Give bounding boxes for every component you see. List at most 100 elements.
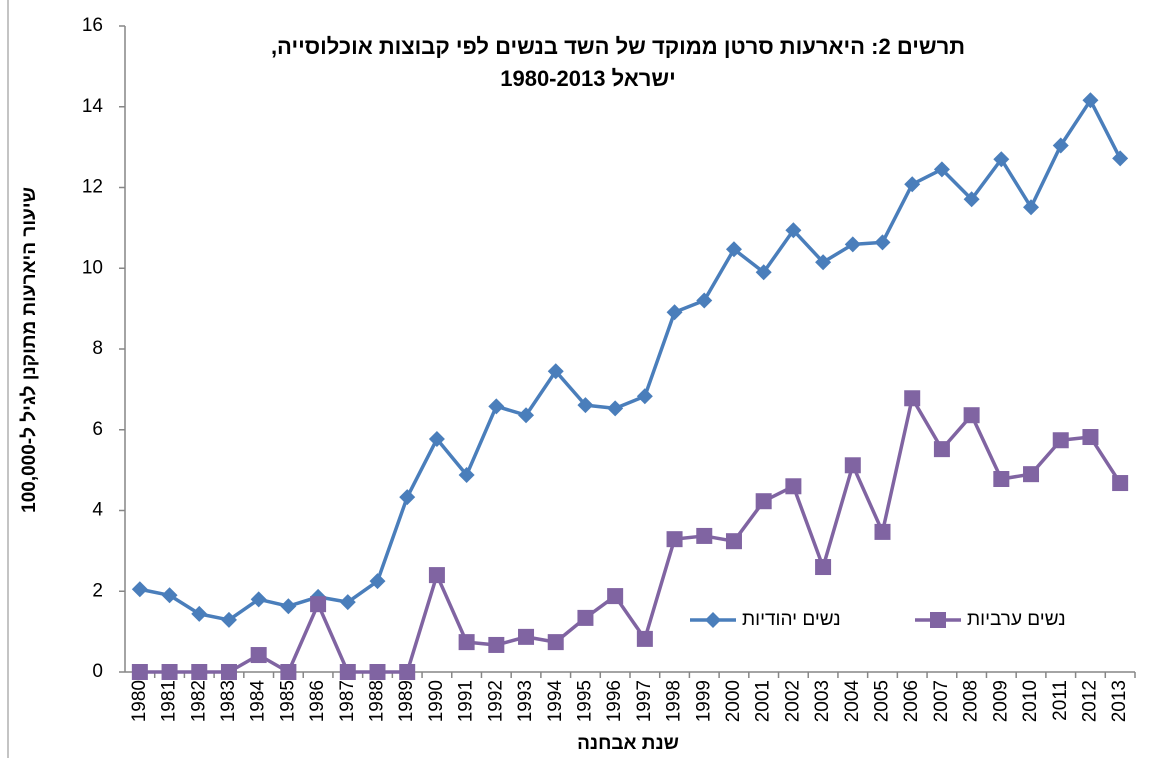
x-tick-label: 2010 — [1020, 680, 1041, 722]
y-tick-label: 10 — [82, 257, 103, 278]
point — [904, 176, 921, 193]
x-tick-label: 1984 — [248, 680, 269, 723]
x-tick-label: 1980 — [129, 680, 150, 722]
x-tick-label: 2011 — [1050, 680, 1071, 721]
chart-title: ישראל 1980-2013 — [500, 66, 676, 91]
point — [131, 664, 148, 680]
point — [636, 630, 653, 647]
point — [725, 241, 742, 258]
point — [933, 161, 950, 178]
point — [755, 264, 772, 281]
x-tick-label: 1981 — [159, 680, 180, 722]
point — [399, 664, 416, 680]
x-tick-label: 1994 — [545, 680, 566, 723]
x-tick-label: 1983 — [218, 680, 239, 722]
point — [220, 664, 237, 680]
point — [1023, 466, 1040, 483]
x-tick-label: 1999 — [693, 680, 714, 722]
point — [577, 609, 594, 626]
point — [488, 398, 505, 415]
series-line — [139, 98, 1122, 622]
point — [1052, 432, 1069, 449]
point — [280, 598, 297, 615]
y-tick-label: 16 — [82, 15, 103, 36]
point — [696, 292, 713, 309]
x-tick-label: 1988 — [367, 680, 388, 722]
point — [725, 533, 742, 550]
x-tick-label: 1985 — [277, 680, 298, 722]
point — [369, 664, 386, 680]
point — [458, 466, 475, 483]
point — [161, 664, 178, 680]
x-tick-label: 1997 — [634, 680, 655, 722]
point — [220, 611, 237, 628]
x-tick-label: 1991 — [456, 680, 477, 722]
point — [993, 151, 1010, 168]
legend-label: נשים יהודיות — [742, 609, 841, 630]
point — [666, 304, 683, 321]
point — [1112, 150, 1129, 167]
x-tick-label: 2007 — [931, 680, 952, 722]
x-axis-title: שנת אבחנה — [577, 733, 679, 754]
point — [577, 397, 594, 414]
x-tick-label: 1987 — [337, 680, 358, 722]
point — [1052, 137, 1069, 154]
point — [547, 363, 564, 380]
x-tick-label: 2012 — [1079, 680, 1100, 722]
legend-label: נשים ערביות — [967, 609, 1066, 630]
x-tick-label: 2006 — [901, 680, 922, 722]
point — [844, 457, 861, 474]
y-tick-label: 14 — [82, 96, 104, 117]
point — [428, 567, 445, 584]
point — [636, 388, 653, 405]
x-tick-label: 1990 — [426, 680, 447, 722]
point — [705, 612, 721, 628]
point — [131, 581, 148, 598]
x-tick-label: 1993 — [515, 680, 536, 722]
y-tick-label: 4 — [92, 500, 103, 521]
point — [1082, 92, 1099, 109]
point — [993, 471, 1010, 488]
point — [904, 390, 921, 407]
point — [815, 559, 832, 576]
point — [488, 636, 505, 653]
x-tick-label: 1996 — [604, 680, 625, 722]
point — [1112, 475, 1129, 492]
point — [963, 407, 980, 424]
x-tick-label: 2005 — [872, 680, 893, 722]
x-tick-label: 2009 — [990, 680, 1011, 722]
x-tick-label: 2002 — [782, 680, 803, 722]
chart-title: תרשים 2: היארעות סרטן ממוקד של השד בנשים… — [271, 34, 965, 59]
point — [755, 493, 772, 510]
y-tick-label: 8 — [92, 338, 103, 359]
point — [874, 234, 891, 251]
point — [518, 407, 535, 424]
point — [547, 634, 564, 651]
y-tick-label: 12 — [82, 177, 103, 198]
x-tick-label: 1998 — [664, 680, 685, 722]
x-tick-label: 2008 — [961, 680, 982, 722]
point — [666, 531, 683, 548]
x-tick-label: 1982 — [188, 680, 209, 722]
x-tick-label: 2000 — [723, 680, 744, 722]
point — [607, 588, 624, 605]
point — [339, 594, 356, 611]
y-tick-label: 0 — [92, 661, 103, 682]
x-tick-label: 1989 — [396, 680, 417, 722]
x-tick-label: 2003 — [812, 680, 833, 722]
point — [191, 664, 208, 680]
point — [191, 605, 208, 622]
x-tick-label: 1992 — [485, 680, 506, 722]
point — [250, 591, 267, 608]
point — [963, 191, 980, 208]
point — [607, 400, 624, 417]
point — [250, 647, 267, 664]
x-tick-label: 1986 — [307, 680, 328, 722]
point — [930, 612, 946, 628]
point — [310, 596, 327, 613]
point — [399, 489, 416, 506]
point — [815, 254, 832, 271]
x-tick-label: 2001 — [753, 680, 774, 722]
point — [458, 634, 475, 651]
x-tick-label: 1995 — [574, 680, 595, 722]
